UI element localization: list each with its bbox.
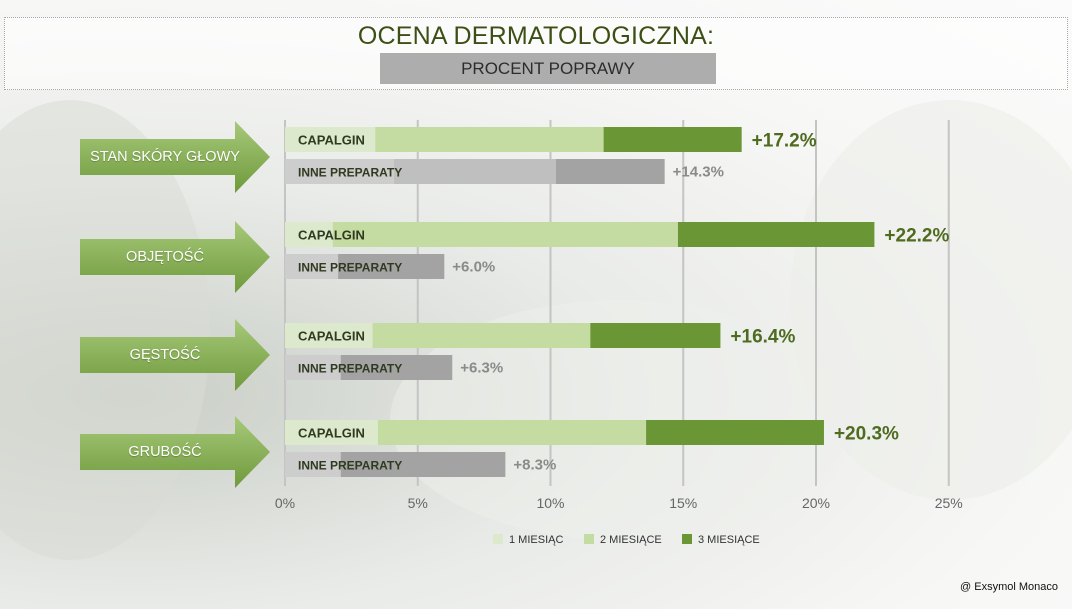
bar-segment-capalgin-m1 bbox=[285, 222, 333, 247]
bar-segment-other-m3 bbox=[338, 254, 445, 279]
bar-segment-other-m1 bbox=[285, 452, 341, 477]
total-value-label: +6.3% bbox=[460, 360, 503, 377]
total-value-label: +17.2% bbox=[752, 131, 817, 152]
arrow-right-icon bbox=[80, 416, 270, 488]
bar-segment-capalgin-m1 bbox=[285, 323, 373, 348]
legend-label: 2 MIESIĄCE bbox=[600, 534, 662, 546]
bar-segment-other-m1 bbox=[285, 254, 339, 279]
bar-segment-capalgin-m2 bbox=[375, 127, 604, 152]
category-arrow-objetosc: OBJĘTOŚĆ bbox=[80, 221, 270, 293]
bar-label: CAPALGIN bbox=[298, 329, 365, 344]
bar-segment-other-m1 bbox=[285, 159, 394, 184]
x-tick-label: 10% bbox=[536, 495, 564, 511]
bar-segment-capalgin-m1 bbox=[285, 420, 378, 445]
x-tick-label: 15% bbox=[669, 495, 697, 511]
bar-label: INNE PREPARATY bbox=[298, 166, 402, 180]
bar-label: CAPALGIN bbox=[298, 228, 365, 243]
bar-segment-capalgin-m2 bbox=[332, 222, 678, 247]
page-title: OCENA DERMATOLOGICZNA: bbox=[357, 22, 715, 50]
footer-credit: @ Exsymol Monaco bbox=[960, 581, 1058, 593]
x-tick-label: 0% bbox=[275, 495, 295, 511]
x-tick-label: 5% bbox=[408, 495, 428, 511]
x-tick-label: 25% bbox=[935, 495, 963, 511]
page-subtitle: PROCENT POPRAWY bbox=[380, 53, 716, 84]
category-label: GRUBOŚĆ bbox=[128, 444, 202, 460]
total-value-label: +20.3% bbox=[834, 424, 899, 445]
arrow-right-icon bbox=[80, 319, 270, 391]
bar-segment-capalgin-m2 bbox=[372, 323, 591, 348]
category-arrow-grubosc: GRUBOŚĆ bbox=[80, 416, 270, 488]
bar-label: CAPALGIN bbox=[298, 133, 365, 148]
category-arrow-gestosc: GĘSTOŚĆ bbox=[80, 319, 270, 391]
total-value-label: +22.2% bbox=[884, 226, 949, 247]
bar-segment-capalgin-m3 bbox=[646, 420, 824, 445]
category-label: GĘSTOŚĆ bbox=[129, 347, 201, 363]
bar-segment-capalgin-m1 bbox=[285, 127, 376, 152]
category-label: STAN SKÓRY GŁOWY bbox=[90, 149, 240, 165]
total-value-label: +8.3% bbox=[513, 457, 556, 474]
bar-segment-other-m3 bbox=[340, 452, 506, 477]
bar-label: INNE PREPARATY bbox=[298, 261, 402, 275]
legend-swatch bbox=[493, 534, 503, 544]
x-tick-label: 20% bbox=[802, 495, 830, 511]
bar-segment-capalgin-m3 bbox=[603, 127, 742, 152]
bar-segment-other-m3 bbox=[555, 159, 665, 184]
legend-swatch bbox=[682, 534, 692, 544]
legend-label: 1 MIESIĄC bbox=[509, 534, 563, 546]
category-arrow-stan-skory-glowy: STAN SKÓRY GŁOWY bbox=[80, 121, 270, 193]
legend-label: 3 MIESIĄCE bbox=[698, 534, 760, 546]
bar-segment-other-m2 bbox=[393, 159, 556, 184]
bar-segment-other-m1 bbox=[285, 355, 341, 380]
bar-label: INNE PREPARATY bbox=[298, 362, 402, 376]
bar-segment-capalgin-m2 bbox=[377, 420, 647, 445]
legend-swatch bbox=[584, 534, 594, 544]
arrow-right-icon bbox=[80, 221, 270, 293]
total-value-label: +6.0% bbox=[452, 259, 495, 276]
arrow-right-icon bbox=[80, 121, 270, 193]
bar-label: INNE PREPARATY bbox=[298, 459, 402, 473]
total-value-label: +16.4% bbox=[730, 327, 795, 348]
bar-label: CAPALGIN bbox=[298, 426, 365, 441]
category-label: OBJĘTOŚĆ bbox=[126, 249, 204, 265]
total-value-label: +14.3% bbox=[673, 164, 724, 181]
bar-segment-capalgin-m3 bbox=[590, 323, 721, 348]
bar-segment-other-m3 bbox=[340, 355, 453, 380]
bar-segment-capalgin-m3 bbox=[677, 222, 875, 247]
